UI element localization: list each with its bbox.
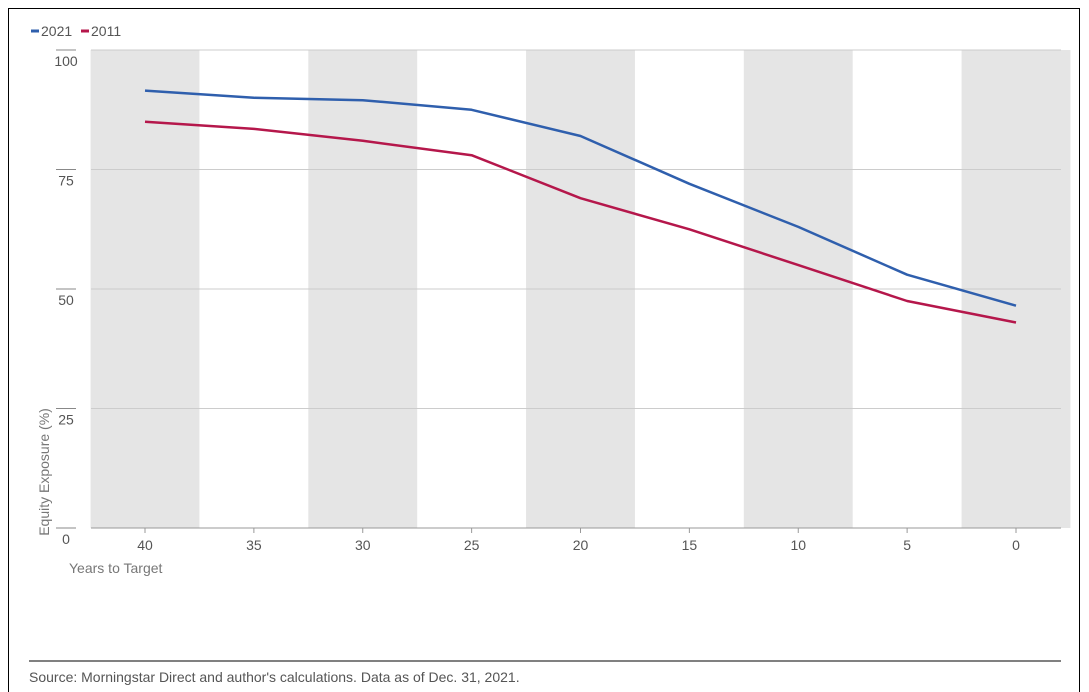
x-axis-title: Years to Target	[69, 560, 163, 576]
y-tick-label: 100	[54, 53, 78, 69]
legend-label-2021: 2021	[41, 23, 72, 39]
x-tick-label: 40	[137, 537, 153, 553]
x-tick-label: 5	[903, 537, 911, 553]
series-line-2021	[144, 89, 1017, 307]
series-lines	[144, 89, 1017, 324]
x-tick-label: 0	[1012, 537, 1020, 553]
legend: 2021 2011	[31, 23, 121, 39]
x-tick-label: 10	[790, 537, 806, 553]
y-tick-label: 25	[58, 412, 74, 428]
y-tick-label: 75	[58, 173, 74, 189]
x-tick-label: 35	[246, 537, 262, 553]
gridlines	[91, 49, 1061, 529]
y-tick-label: 0	[62, 531, 70, 547]
x-tick-label: 20	[573, 537, 589, 553]
x-tick-label: 30	[355, 537, 371, 553]
x-tick-label: 25	[464, 537, 480, 553]
series-line-2011	[144, 120, 1017, 324]
source-note: Source: Morningstar Direct and author's …	[29, 669, 520, 685]
legend-label-2011: 2011	[91, 23, 121, 39]
x-axis-ticks: 40 35 30 25 20 15 10 5 0	[137, 528, 1020, 553]
y-axis-ticks: 0 25 50 75 100	[54, 49, 78, 547]
x-tick-label: 15	[682, 537, 698, 553]
y-tick-label: 50	[58, 292, 74, 308]
y-axis-title: Equity Exposure (%)	[36, 408, 52, 536]
